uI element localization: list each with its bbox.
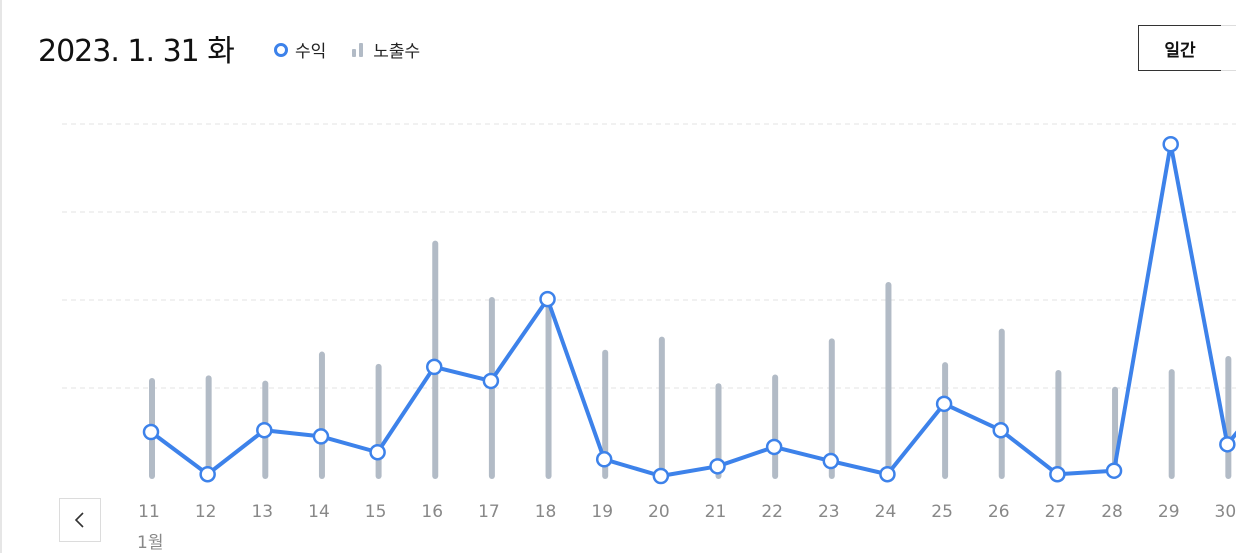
x-tick-label: 12 — [195, 502, 217, 522]
x-tick-label: 13 — [251, 502, 273, 522]
x-tick-label: 22 — [761, 502, 783, 522]
legend-impressions-label: 노출수 — [373, 42, 421, 62]
x-tick-label: 27 — [1045, 502, 1067, 522]
revenue-point — [765, 438, 783, 456]
legend-item-impressions[interactable]: 노출수 — [352, 37, 420, 62]
month-label: 1월 — [137, 533, 164, 553]
previous-period-button[interactable] — [59, 498, 101, 542]
revenue-point — [369, 443, 386, 461]
x-tick-label: 24 — [875, 502, 897, 522]
chart-legend: 수익 노출수 — [274, 37, 446, 62]
revenue-point — [482, 372, 500, 390]
weekly-period-button[interactable] — [1221, 25, 1236, 71]
x-tick-label: 21 — [705, 502, 727, 522]
revenue-point — [822, 452, 840, 470]
revenue-line — [149, 142, 1236, 478]
revenue-point — [1162, 135, 1179, 153]
x-tick-label: 17 — [478, 502, 500, 522]
revenue-point — [1049, 465, 1066, 483]
x-tick-label: 30 — [1215, 502, 1236, 522]
revenue-point — [652, 467, 670, 485]
x-tick-label: 28 — [1101, 502, 1123, 522]
x-tick-label: 29 — [1158, 502, 1180, 522]
revenue-point — [935, 395, 953, 413]
revenue-point — [1219, 436, 1236, 453]
revenue-point — [256, 421, 273, 439]
line-marker-icon — [274, 42, 288, 57]
revenue-point — [709, 458, 726, 475]
revenue-point — [312, 428, 330, 445]
revenue-point — [992, 421, 1009, 439]
x-tick-label: 26 — [988, 502, 1010, 522]
x-tick-label: 20 — [648, 502, 670, 522]
revenue-point — [879, 465, 896, 483]
legend-item-revenue[interactable]: 수익 — [274, 37, 326, 62]
left-border — [0, 0, 2, 553]
bar-marker-icon — [352, 42, 366, 57]
x-tick-label: 19 — [591, 502, 613, 522]
chevron-left-icon — [74, 512, 84, 528]
x-tick-label: 16 — [421, 502, 443, 522]
revenue-point — [426, 358, 443, 376]
x-tick-label: 23 — [818, 502, 840, 522]
x-tick-label: 14 — [308, 502, 330, 522]
revenue-point — [539, 290, 556, 308]
revenue-point — [142, 423, 160, 441]
selected-date-title: 2023. 1. 31 화 — [38, 34, 235, 69]
revenue-point — [595, 451, 613, 468]
x-tick-label: 25 — [931, 502, 953, 522]
legend-revenue-label: 수익 — [295, 42, 327, 62]
revenue-point — [1105, 462, 1123, 479]
revenue-point — [199, 465, 216, 483]
x-tick-label: 11 — [138, 502, 160, 522]
x-tick-label: 18 — [535, 502, 557, 522]
x-tick-label: 15 — [365, 502, 387, 522]
